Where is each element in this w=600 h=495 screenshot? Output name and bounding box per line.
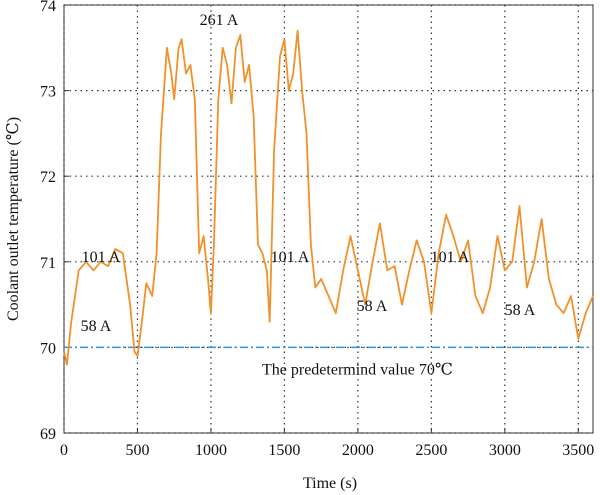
y-tick-label: 69 (40, 426, 56, 443)
x-tick-label: 3500 (562, 442, 594, 459)
x-axis-label: Time (s) (303, 475, 357, 492)
x-tick-label: 2500 (415, 442, 447, 459)
annotation: 101 A (82, 249, 121, 266)
y-tick-label: 73 (40, 84, 56, 101)
data-line (63, 29, 594, 366)
y-tick-label: 70 (40, 340, 56, 357)
annotation: 101 A (271, 249, 310, 266)
plot-frame (63, 4, 594, 434)
annotation: 58 A (81, 318, 112, 335)
x-tick-label: 3000 (489, 442, 521, 459)
y-tick-label: 74 (40, 0, 56, 15)
x-tick-label: 1500 (268, 442, 300, 459)
y-tick-label: 71 (40, 255, 56, 272)
x-tick-label: 0 (60, 442, 68, 459)
reference-label: The predetermind value 70℃ (262, 361, 453, 378)
y-axis-label: Coolant outlet temperature (℃) (5, 117, 22, 321)
x-tick-label: 2000 (342, 442, 374, 459)
y-tick-label: 72 (40, 169, 56, 186)
annotation: 58 A (505, 302, 536, 319)
x-tick-label: 1000 (195, 442, 227, 459)
annotation: 261 A (200, 12, 239, 29)
x-tick-label: 500 (125, 442, 149, 459)
annotation: 58 A (357, 298, 388, 315)
annotation: 101 A (431, 249, 470, 266)
